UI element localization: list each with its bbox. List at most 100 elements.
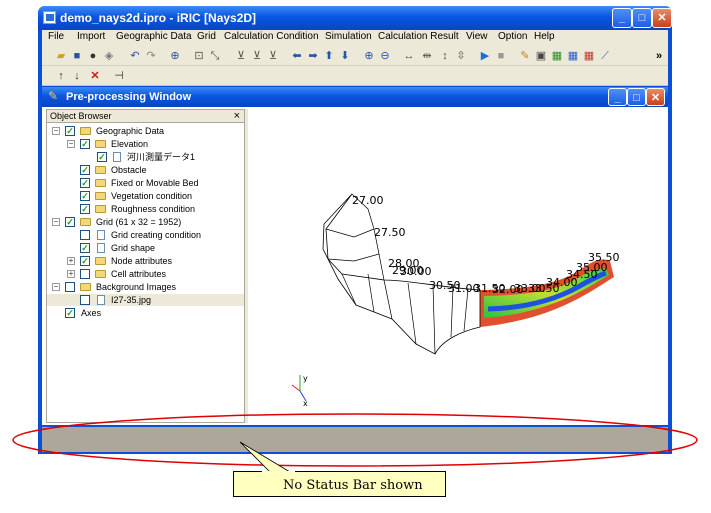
menu-view[interactable]: View	[466, 31, 488, 42]
folder-icon	[95, 166, 106, 174]
shrink-y-icon[interactable]: ⇳	[456, 50, 466, 62]
view-z-icon[interactable]: ⊻	[268, 50, 278, 62]
zoom-box-icon[interactable]: ⊕	[170, 50, 180, 62]
undo-icon[interactable]: ↶	[130, 50, 140, 62]
file-icon	[97, 243, 105, 253]
pencil-icon[interactable]: ✎	[520, 50, 530, 62]
run-icon[interactable]: ▶	[480, 50, 490, 62]
property-icon[interactable]: ⊣	[114, 70, 124, 82]
callout-box	[233, 471, 446, 497]
menu-option[interactable]: Option	[498, 31, 528, 42]
panel-splitter[interactable]	[245, 109, 248, 423]
post-3d-icon[interactable]: ▦	[583, 50, 595, 62]
post-2d-bird-icon[interactable]: ▦	[567, 50, 579, 62]
menu-calculation-result[interactable]: Calculation Result	[378, 31, 459, 42]
menu-import[interactable]: Import	[77, 31, 106, 42]
toolbar-overflow[interactable]: »	[655, 50, 663, 62]
fit-x-icon[interactable]: ⊡	[194, 50, 204, 62]
collapse-icon[interactable]: −	[67, 139, 75, 148]
tree-item-background-image-file[interactable]: I27-35.jpg	[47, 294, 244, 306]
checkbox-checked-icon[interactable]: ✓	[80, 139, 90, 149]
checkbox-checked-icon[interactable]: ✓	[80, 165, 90, 175]
expand-icon[interactable]: +	[67, 269, 75, 278]
move-left-icon[interactable]: ⬅	[292, 50, 302, 62]
app-icon	[43, 11, 56, 24]
grid-outline	[322, 193, 481, 355]
folder-icon	[95, 140, 106, 148]
checkbox-unchecked-icon[interactable]	[65, 282, 75, 292]
move-up-icon[interactable]: ⬆	[324, 50, 334, 62]
child-close-button[interactable]: ✕	[646, 88, 665, 106]
station-label: 30.50	[429, 279, 461, 292]
menu-simulation[interactable]: Simulation	[325, 31, 372, 42]
post-2d-icon[interactable]: ▦	[551, 50, 563, 62]
file-icon	[97, 230, 105, 240]
child-minimize-button[interactable]: _	[608, 88, 627, 106]
open-folder-icon[interactable]: ▰	[56, 50, 66, 62]
stop-icon[interactable]: ■	[497, 50, 505, 62]
callout-box-cover	[262, 471, 295, 473]
expand-icon[interactable]: +	[67, 256, 75, 265]
menu-file[interactable]: File	[48, 31, 65, 42]
snapshot-icon[interactable]: ●	[89, 50, 97, 62]
collapse-icon[interactable]: −	[52, 217, 60, 226]
zoom-out-icon[interactable]: ⊖	[380, 50, 390, 62]
axes-indicator: y x	[291, 374, 308, 408]
folder-icon	[80, 127, 91, 135]
move-right-icon[interactable]: ➡	[308, 50, 318, 62]
shrink-x-icon[interactable]: ⇹	[422, 50, 432, 62]
maximize-button[interactable]: □	[632, 8, 652, 28]
move-up-arrow-icon[interactable]: ↑	[58, 70, 64, 82]
main-toolbar: ▰ ■ ● ◈ ↶ ↷ ⊕ ⊡ ⤡ ⊻ ⊻ ⊻ ⬅ ➡ ⬆ ⬇ ⊕ ⊖ ↔ ⇹ …	[42, 46, 668, 66]
checkbox-checked-icon[interactable]: ✓	[80, 191, 90, 201]
folder-icon	[95, 179, 106, 187]
folder-icon	[80, 283, 91, 291]
save-icon[interactable]: ■	[73, 50, 81, 62]
menu-geographic-data[interactable]: Geographic Data	[116, 31, 192, 42]
export-icon[interactable]: ◈	[104, 50, 114, 62]
checkbox-checked-icon[interactable]: ✓	[80, 204, 90, 214]
station-label: 33.50	[528, 282, 560, 295]
move-down-arrow-icon[interactable]: ↓	[74, 70, 80, 82]
preprocess-window-icon[interactable]: ▣	[535, 50, 547, 62]
child-maximize-button[interactable]: □	[627, 88, 646, 106]
checkbox-checked-icon[interactable]: ✓	[80, 178, 90, 188]
object-browser-header: Object Browser ×	[46, 109, 245, 123]
collapse-icon[interactable]: −	[52, 282, 60, 291]
station-label: 30.00	[400, 265, 432, 278]
menu-grid[interactable]: Grid	[197, 31, 216, 42]
view-y-icon[interactable]: ⊻	[252, 50, 262, 62]
rotate-icon[interactable]: ⤡	[210, 50, 220, 62]
collapse-icon[interactable]: −	[52, 126, 60, 135]
checkbox-checked-icon[interactable]: ✓	[80, 256, 90, 266]
checkbox-unchecked-icon[interactable]	[80, 230, 90, 240]
menu-calculation-condition[interactable]: Calculation Condition	[224, 31, 319, 42]
checkbox-checked-icon[interactable]: ✓	[65, 217, 75, 227]
child-title-bar[interactable]: ✎ Pre-processing Window _ □ ✕	[42, 87, 668, 107]
redo-icon[interactable]: ↷	[146, 50, 156, 62]
graph-icon[interactable]: ⟋	[601, 50, 609, 62]
folder-icon	[95, 205, 106, 213]
view-x-icon[interactable]: ⊻	[236, 50, 246, 62]
zoom-in-icon[interactable]: ⊕	[364, 50, 374, 62]
window-title: demo_nays2d.ipro - iRIC [Nays2D]	[60, 11, 257, 25]
empty-status-area	[42, 427, 668, 452]
stretch-x-icon[interactable]: ↔	[403, 50, 415, 62]
minimize-button[interactable]: _	[612, 8, 632, 28]
station-label: 31.50	[474, 282, 506, 295]
title-bar[interactable]: demo_nays2d.ipro - iRIC [Nays2D] _ □ ✕	[38, 6, 672, 30]
menu-help[interactable]: Help	[534, 31, 555, 42]
checkbox-checked-icon[interactable]: ✓	[97, 152, 107, 162]
checkbox-checked-icon[interactable]: ✓	[65, 308, 75, 318]
close-button[interactable]: ✕	[652, 8, 672, 28]
delete-icon[interactable]: ✕	[90, 70, 100, 82]
callout-text: No Status Bar shown	[283, 478, 423, 493]
stretch-y-icon[interactable]: ↕	[442, 50, 448, 62]
checkbox-unchecked-icon[interactable]	[80, 295, 90, 305]
object-browser-close-icon[interactable]: ×	[233, 110, 240, 122]
checkbox-unchecked-icon[interactable]	[80, 269, 90, 279]
checkbox-checked-icon[interactable]: ✓	[80, 243, 90, 253]
grid-canvas[interactable]: 27.00 27.50 28.00 29.00 30.00 30.50 31.0…	[248, 109, 666, 423]
move-down-icon[interactable]: ⬇	[340, 50, 350, 62]
checkbox-checked-icon[interactable]: ✓	[65, 126, 75, 136]
